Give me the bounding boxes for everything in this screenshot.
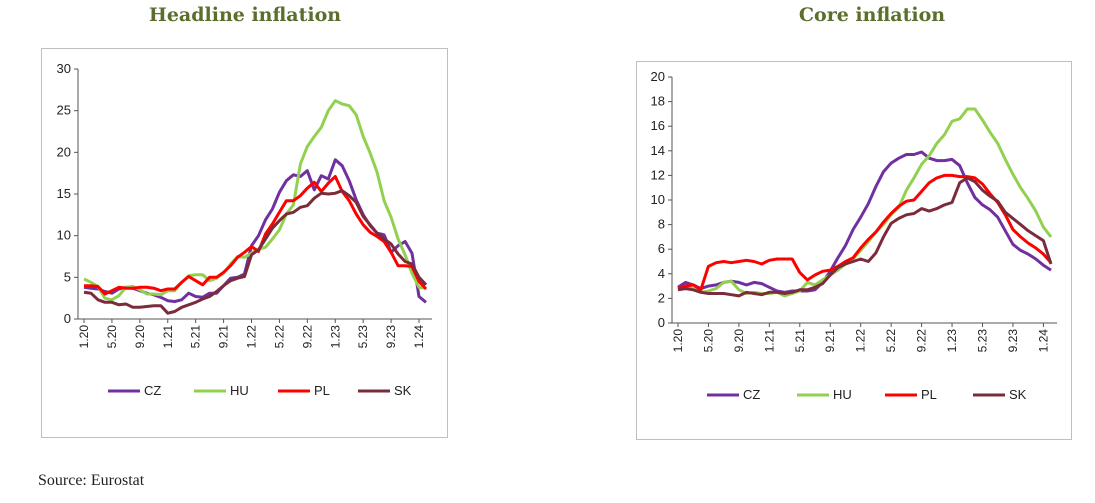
x-tick-label: 9.23	[1006, 329, 1020, 353]
series-line-sk	[677, 176, 1053, 298]
x-tick-label: 1.23	[945, 329, 959, 353]
legend-label-sk: SK	[394, 383, 412, 398]
series-line-pl	[677, 173, 1053, 292]
x-tick-label: 1.21	[762, 329, 776, 353]
x-tick-label: 1.24	[1036, 329, 1050, 353]
legend-label-cz: CZ	[743, 387, 760, 402]
x-tick-label: 1.23	[328, 325, 342, 349]
legend-label-cz: CZ	[144, 383, 161, 398]
legend-label-pl: PL	[921, 387, 937, 402]
series-line-pl	[84, 175, 428, 296]
y-tick-label: 15	[57, 186, 71, 201]
y-tick-label: 10	[57, 228, 71, 243]
y-tick-label: 8	[658, 217, 665, 232]
x-tick-label: 9.21	[823, 329, 837, 353]
x-tick-label: 5.23	[356, 325, 370, 349]
x-tick-label: 1.20	[671, 329, 685, 353]
y-tick-label: 20	[57, 144, 71, 159]
core-chart: 0 2 4 6 8 10 12 14 16 18 20 1.20 5.20 9.20 1.21 5.21 9.2…	[651, 69, 1057, 402]
y-tick-label: 25	[57, 103, 71, 118]
y-tick-label: 30	[57, 61, 71, 76]
series-line-hu	[677, 107, 1053, 298]
source-note: Source: Eurostat	[38, 472, 145, 489]
series-line-sk	[83, 189, 428, 315]
x-tick-label: 5.20	[105, 325, 119, 349]
headline-chart-panel: 0 5 10 15 20 25 30 1.20 5.20 9.20 1.21 5.21 9.21 1.22…	[41, 48, 448, 438]
core-chart-panel: 0 2 4 6 8 10 12 14 16 18 20 1.20 5.20 9.20 1.21 5.21 9.2…	[636, 61, 1072, 440]
y-tick-label: 18	[651, 94, 665, 109]
x-tick-label: 1.24	[412, 325, 426, 349]
core-chart-title: Core inflation	[798, 4, 946, 26]
x-tick-label: 9.23	[384, 325, 398, 349]
legend-label-hu: HU	[230, 383, 249, 398]
y-tick-label: 12	[651, 167, 665, 182]
x-tick-label: 5.21	[189, 325, 203, 349]
x-tick-label: 5.21	[793, 329, 807, 353]
series-line-hu	[83, 99, 427, 302]
x-tick-label: 5.20	[701, 329, 715, 353]
y-tick-label: 5	[64, 269, 71, 284]
headline-chart: 0 5 10 15 20 25 30 1.20 5.20 9.20 1.21 5.21 9.21 1.22…	[57, 61, 432, 398]
legend-label-hu: HU	[833, 387, 852, 402]
legend-label-pl: PL	[314, 383, 330, 398]
x-tick-label: 5.22	[272, 325, 286, 349]
x-tick-label: 5.22	[884, 329, 898, 353]
legend-label-sk: SK	[1009, 387, 1027, 402]
x-tick-label: 5.23	[975, 329, 989, 353]
x-tick-label: 9.20	[732, 329, 746, 353]
x-tick-label: 1.21	[161, 325, 175, 349]
x-tick-label: 1.20	[77, 325, 91, 349]
y-tick-label: 4	[658, 266, 665, 281]
x-tick-label: 9.20	[133, 325, 147, 349]
y-tick-label: 14	[651, 143, 665, 158]
y-tick-label: 20	[651, 69, 665, 84]
y-tick-label: 2	[658, 290, 665, 305]
y-tick-label: 16	[651, 118, 665, 133]
x-tick-label: 9.22	[300, 325, 314, 349]
y-tick-label: 6	[658, 241, 665, 256]
y-tick-label: 0	[64, 311, 71, 326]
y-tick-label: 10	[651, 192, 665, 207]
x-tick-label: 9.22	[915, 329, 929, 353]
x-tick-label: 1.22	[245, 325, 259, 349]
headline-chart-title: Headline inflation	[148, 4, 342, 26]
x-tick-label: 1.22	[854, 329, 868, 353]
y-tick-label: 0	[658, 315, 665, 330]
x-tick-label: 9.21	[217, 325, 231, 349]
series-line-cz	[677, 150, 1052, 294]
